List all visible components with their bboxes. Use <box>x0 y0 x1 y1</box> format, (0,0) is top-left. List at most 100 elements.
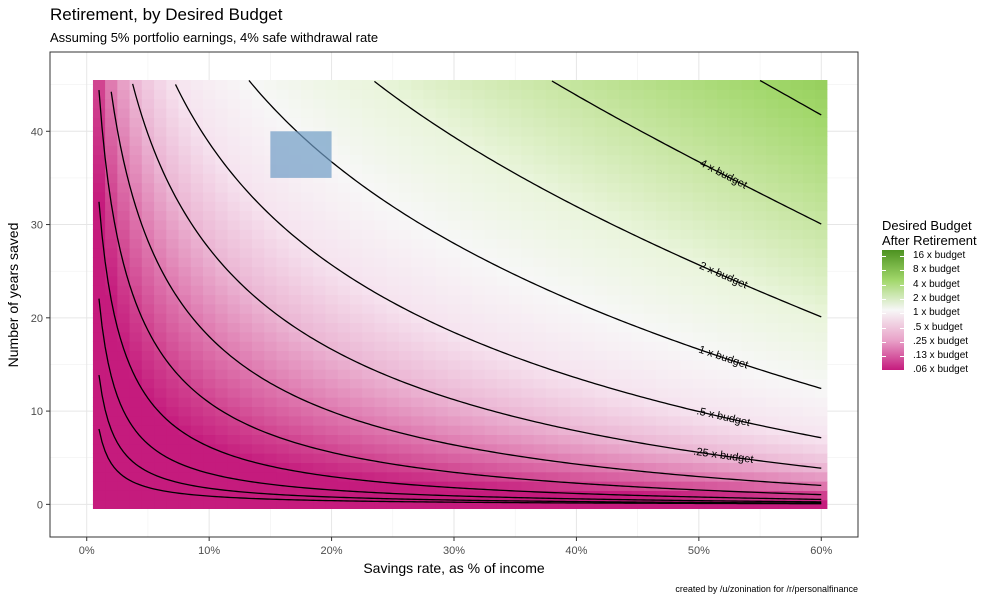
heatmap-cell <box>753 163 767 174</box>
heatmap-cell <box>166 247 180 258</box>
heatmap-cell <box>815 79 828 90</box>
heatmap-cell <box>362 387 376 398</box>
heatmap-cell <box>741 378 755 389</box>
heatmap-cell <box>558 163 571 174</box>
heatmap-cell <box>656 341 669 352</box>
heatmap-cell <box>398 191 412 202</box>
heatmap-cell <box>802 182 816 193</box>
heatmap-cell <box>496 462 510 473</box>
heatmap-cell <box>680 425 694 436</box>
heatmap-cell <box>631 257 645 268</box>
heatmap-cell <box>190 229 204 240</box>
heatmap-cell <box>472 499 486 510</box>
heatmap-cell <box>300 425 314 436</box>
heatmap-cell <box>300 490 314 501</box>
heatmap-cell <box>558 341 571 352</box>
heatmap-cell <box>484 415 498 426</box>
heatmap-cell <box>790 490 804 501</box>
heatmap-cell <box>141 341 155 352</box>
heatmap-cell <box>129 135 143 146</box>
heatmap-cell <box>105 434 118 445</box>
heatmap-cell <box>729 481 743 491</box>
heatmap-cell <box>227 331 241 342</box>
heatmap-cell <box>398 443 412 454</box>
heatmap-cell <box>692 117 706 128</box>
heatmap-cell <box>619 350 633 361</box>
heatmap-cell <box>264 285 278 296</box>
heatmap-cell <box>729 313 743 324</box>
heatmap-cell <box>325 425 339 436</box>
heatmap-cell <box>704 313 718 324</box>
heatmap-cell <box>129 341 143 352</box>
heatmap-cell <box>619 247 633 258</box>
heatmap-cell <box>276 89 290 100</box>
heatmap-cell <box>276 322 290 333</box>
legend-tick <box>900 270 904 272</box>
heatmap-cell <box>778 378 792 389</box>
heatmap-cell <box>717 425 731 436</box>
heatmap-cell <box>398 499 412 510</box>
heatmap-cell <box>790 471 804 482</box>
heatmap-cell <box>815 453 828 463</box>
heatmap-cell <box>362 182 376 193</box>
heatmap-cell <box>398 406 412 417</box>
heatmap-cell <box>545 257 559 268</box>
heatmap-cell <box>484 257 498 268</box>
heatmap-cell <box>337 303 351 314</box>
heatmap-cell <box>668 406 682 417</box>
heatmap-cell <box>447 499 461 510</box>
heatmap-cell <box>692 145 706 156</box>
heatmap-cell <box>227 257 241 268</box>
legend-item: .25 x budget <box>913 335 969 347</box>
heatmap-cell <box>607 415 620 426</box>
heatmap-cell <box>607 294 620 305</box>
heatmap-cell <box>460 331 473 342</box>
heatmap-cell <box>766 350 780 361</box>
heatmap-cell <box>300 359 314 370</box>
heatmap-cell <box>141 303 155 314</box>
heatmap-cell <box>423 238 437 249</box>
heatmap-cell <box>117 266 131 277</box>
heatmap-cell <box>337 425 351 436</box>
heatmap-cell <box>545 406 559 417</box>
heatmap-cell <box>411 397 424 408</box>
heatmap-cell <box>264 313 278 324</box>
heatmap-cell <box>582 219 596 230</box>
heatmap-cell <box>594 490 608 501</box>
heatmap-cell <box>227 350 241 361</box>
heatmap-cell <box>325 462 339 473</box>
heatmap-cell <box>190 219 204 230</box>
heatmap-cell <box>521 350 535 361</box>
heatmap-cell <box>619 210 633 221</box>
heatmap-cell <box>337 201 351 212</box>
heatmap-cell <box>766 126 780 137</box>
heatmap-cell <box>802 397 816 408</box>
heatmap-cell <box>239 303 253 314</box>
heatmap-cell <box>496 182 510 193</box>
heatmap-cell <box>203 443 216 454</box>
heatmap-cell <box>166 341 180 352</box>
heatmap-cell <box>154 154 167 165</box>
heatmap-cell <box>815 434 828 445</box>
heatmap-cell <box>362 210 376 221</box>
heatmap-cell <box>668 191 682 202</box>
heatmap-cell <box>545 98 559 109</box>
heatmap-cell <box>704 425 718 436</box>
heatmap-cell <box>386 89 400 100</box>
heatmap-cell <box>300 275 314 286</box>
heatmap-cell <box>668 350 682 361</box>
heatmap-cell <box>300 387 314 398</box>
heatmap-cell <box>643 173 657 184</box>
heatmap-cell <box>766 117 780 128</box>
heatmap-cell <box>264 98 278 109</box>
heatmap-cell <box>178 89 192 100</box>
heatmap-cell <box>313 499 327 510</box>
heatmap-cell <box>631 387 645 398</box>
heatmap-cell <box>190 453 204 463</box>
heatmap-cell <box>215 499 229 510</box>
heatmap-cell <box>460 89 473 100</box>
heatmap-cell <box>558 79 571 90</box>
legend-tick <box>882 327 886 329</box>
heatmap-cell <box>92 182 106 193</box>
heatmap-cell <box>227 490 241 501</box>
